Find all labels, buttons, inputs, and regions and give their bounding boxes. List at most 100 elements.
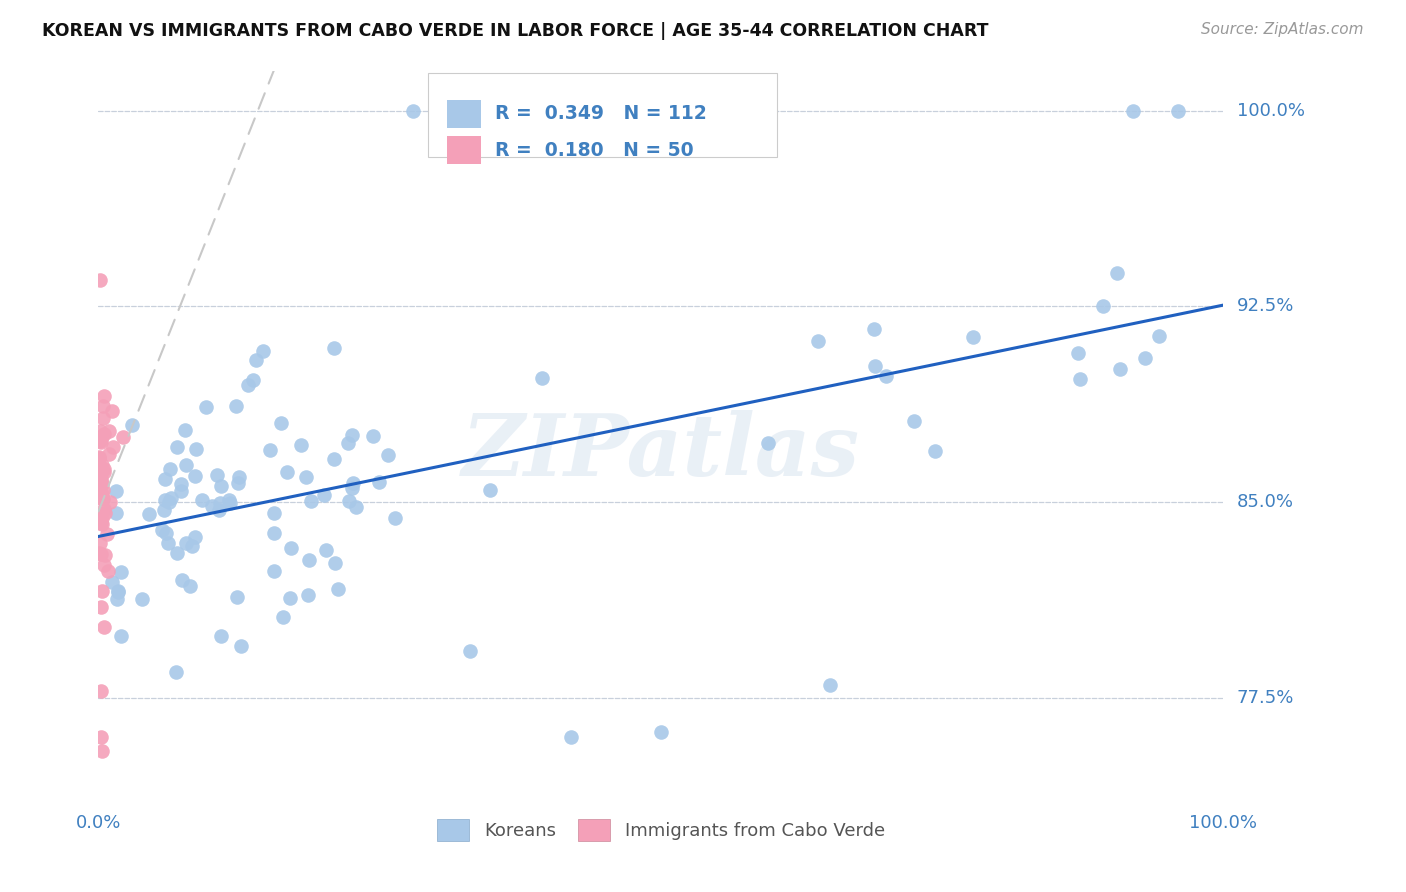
Point [90, 486, 112, 500]
Point [150, 523, 173, 537]
Point [166, 546, 188, 560]
Point [89, 424, 111, 438]
Point [90, 743, 112, 757]
Point [263, 525, 285, 540]
Text: ZIPatlas: ZIPatlas [461, 410, 860, 493]
Point [299, 494, 322, 508]
Point [194, 400, 217, 414]
Text: 85.0%: 85.0% [1237, 493, 1294, 511]
Point [87, 451, 110, 466]
Point [1069, 372, 1091, 386]
Point [98, 495, 121, 509]
Point [93, 558, 115, 572]
Point [340, 427, 363, 442]
Point [336, 435, 359, 450]
Text: R =  0.349   N = 112: R = 0.349 N = 112 [495, 104, 707, 123]
Point [157, 495, 180, 509]
Point [153, 503, 176, 517]
Point [90, 432, 112, 446]
Point [89, 458, 111, 472]
Point [208, 503, 231, 517]
Point [93, 548, 115, 562]
Point [807, 334, 830, 349]
Point [1167, 103, 1189, 118]
Point [818, 678, 841, 692]
Point [756, 435, 779, 450]
Text: 77.5%: 77.5% [1237, 690, 1294, 707]
Point [89, 536, 111, 550]
Point [323, 556, 346, 570]
Point [226, 590, 249, 604]
Point [87, 450, 110, 465]
Point [650, 725, 672, 739]
Point [121, 417, 143, 432]
Point [90, 434, 112, 449]
Point [91, 583, 114, 598]
Point [515, 103, 537, 118]
Point [91, 510, 114, 524]
Point [276, 465, 298, 479]
Point [91, 516, 114, 531]
Point [875, 369, 897, 384]
Point [159, 462, 181, 476]
Point [166, 440, 188, 454]
Point [236, 378, 259, 392]
Point [337, 493, 360, 508]
Point [165, 665, 187, 679]
Point [174, 458, 197, 472]
Point [361, 429, 384, 443]
Point [93, 427, 115, 442]
Point [94, 506, 117, 520]
Point [91, 483, 114, 497]
Point [218, 496, 240, 510]
Point [377, 448, 399, 462]
Point [560, 731, 582, 745]
Point [93, 465, 115, 479]
Point [170, 573, 193, 587]
Point [173, 423, 195, 437]
Point [101, 441, 124, 455]
Point [384, 511, 406, 525]
Point [91, 492, 114, 507]
Point [290, 437, 312, 451]
Point [271, 609, 294, 624]
Point [170, 483, 193, 498]
Point [98, 425, 121, 439]
Point [110, 565, 132, 579]
Point [531, 371, 554, 385]
Point [153, 472, 176, 486]
Point [322, 451, 344, 466]
Point [312, 487, 335, 501]
Point [104, 506, 127, 520]
Point [209, 478, 232, 492]
Point [1067, 346, 1090, 360]
Point [89, 273, 111, 287]
Point [344, 500, 367, 515]
Point [90, 430, 112, 444]
Point [259, 442, 281, 457]
Point [89, 433, 111, 447]
Point [1108, 361, 1130, 376]
Point [112, 430, 135, 444]
Point [93, 389, 115, 403]
Point [184, 530, 207, 544]
Point [479, 483, 502, 497]
Point [903, 414, 925, 428]
Point [91, 507, 114, 521]
Point [91, 458, 114, 472]
Point [97, 564, 120, 578]
Point [184, 442, 207, 456]
Point [160, 491, 183, 505]
Point [155, 526, 177, 541]
Point [181, 539, 204, 553]
Bar [447, 136, 481, 164]
Point [174, 535, 197, 549]
Point [1122, 103, 1144, 118]
Point [100, 575, 122, 590]
Point [93, 502, 115, 516]
Point [153, 492, 176, 507]
Point [280, 541, 302, 556]
Point [89, 515, 111, 529]
Text: 92.5%: 92.5% [1237, 297, 1294, 316]
Point [90, 548, 112, 562]
